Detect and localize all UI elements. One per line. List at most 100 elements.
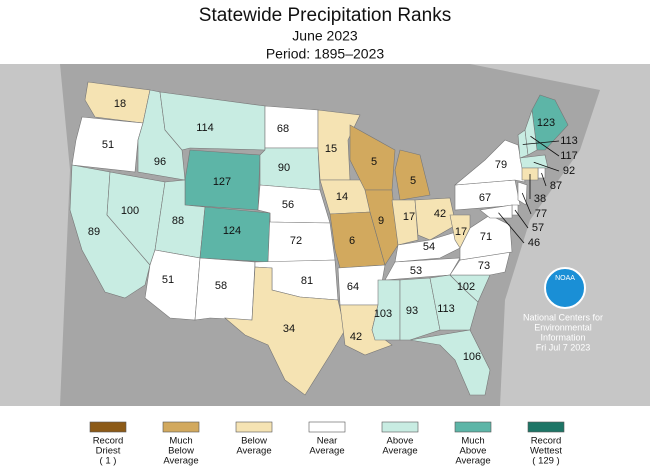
legend-label: Average [382, 446, 417, 457]
state-rank: 34 [283, 323, 295, 335]
logo [544, 267, 586, 309]
state-rank: 18 [114, 98, 126, 110]
state-rank: 68 [277, 123, 289, 135]
state [399, 277, 441, 341]
state-rank: 79 [495, 159, 507, 171]
legend-label: Above [387, 436, 414, 447]
state [409, 329, 491, 396]
state-rank: 102 [457, 281, 475, 293]
leader-line [522, 140, 560, 145]
state-rank: 51 [162, 274, 174, 286]
legend-label: Record [531, 436, 562, 447]
state-rank: 71 [480, 231, 492, 243]
title: Statewide Precipitation Ranks [199, 5, 451, 26]
state-rank: 51 [102, 139, 114, 151]
state [264, 105, 319, 149]
state-rank: 17 [403, 211, 415, 223]
legend-label: Record [93, 436, 124, 447]
legend-label: Below [241, 436, 267, 447]
state-rank: 81 [301, 275, 313, 287]
state-rank: 17 [455, 226, 467, 238]
state [449, 214, 471, 249]
state-rank: 14 [336, 191, 348, 203]
state [479, 204, 513, 219]
legend-label: Much [169, 436, 192, 447]
state [394, 149, 431, 201]
legend-label: Average [309, 446, 344, 457]
state-rank: 46 [528, 237, 540, 249]
legend-label: Driest [96, 446, 121, 457]
state [184, 149, 261, 211]
legend-swatch [235, 421, 273, 433]
state-rank: 58 [215, 280, 227, 292]
state-rank: 5 [410, 175, 416, 187]
legend-label: Average [236, 446, 271, 457]
legend-swatch [162, 421, 200, 433]
state-rank: 64 [347, 281, 359, 293]
period: Period: 1895–2023 [266, 46, 385, 62]
state-rank: 53 [410, 265, 422, 277]
state-rank: 38 [534, 193, 546, 205]
state-rank: 106 [463, 351, 481, 363]
state-rank: 15 [325, 143, 337, 155]
state-rank: 42 [434, 208, 446, 220]
leader-line [533, 161, 560, 172]
state-rank: 77 [535, 208, 547, 220]
ocean [0, 64, 650, 406]
state-rank: 6 [349, 235, 355, 247]
state-rank: 124 [223, 225, 241, 237]
legend-label: Wettest [530, 446, 562, 457]
legend-label: ( 129 ) [532, 456, 559, 467]
legend-swatch [308, 421, 346, 433]
legend-swatch [527, 421, 565, 433]
state-rank: 117 [560, 150, 578, 162]
legend-swatch [381, 421, 419, 433]
credit: Environmental [534, 322, 592, 332]
state-rank: 42 [350, 331, 362, 343]
state-rank: 92 [563, 165, 575, 177]
state-rank: 9 [378, 215, 384, 227]
legend-label: Near [317, 436, 338, 447]
state [391, 199, 419, 246]
state-rank: 100 [121, 205, 139, 217]
credit: Information [540, 332, 585, 342]
legend-label: Above [460, 446, 487, 457]
leader-line [530, 135, 560, 157]
state-rank: 103 [374, 308, 392, 320]
legend-label: Below [168, 446, 194, 457]
credit: Fri Jul 7 2023 [536, 342, 591, 352]
state-rank: 73 [478, 260, 490, 272]
state [414, 197, 457, 241]
legend-label: Average [455, 456, 490, 467]
state-rank: 127 [213, 176, 231, 188]
legend-label: Average [163, 456, 198, 467]
state-rank: 67 [479, 192, 491, 204]
logo-text: NOAA [555, 275, 575, 282]
legend-label: Much [461, 436, 484, 447]
leader-line [541, 172, 547, 187]
state [84, 81, 151, 124]
state [224, 266, 346, 396]
state-rank: 113 [560, 135, 578, 147]
credit: National Centers for [523, 312, 603, 322]
state [364, 189, 399, 266]
state-rank: 5 [371, 156, 377, 168]
state-rank: 93 [406, 305, 418, 317]
leader-line [521, 192, 532, 215]
leader-line [514, 209, 529, 229]
state-rank: 87 [550, 180, 562, 192]
state-rank: 89 [88, 226, 100, 238]
legend-label: ( 1 ) [100, 456, 117, 467]
state-rank: 54 [423, 241, 435, 253]
subtitle: June 2023 [292, 28, 358, 44]
legend-swatch [89, 421, 127, 433]
state-rank: 90 [278, 162, 290, 174]
leader-line [498, 212, 525, 244]
state-rank: 57 [532, 222, 544, 234]
state-rank: 96 [154, 156, 166, 168]
state-rank: 56 [282, 199, 294, 211]
legend-swatch [454, 421, 492, 433]
state-rank: 72 [290, 235, 302, 247]
